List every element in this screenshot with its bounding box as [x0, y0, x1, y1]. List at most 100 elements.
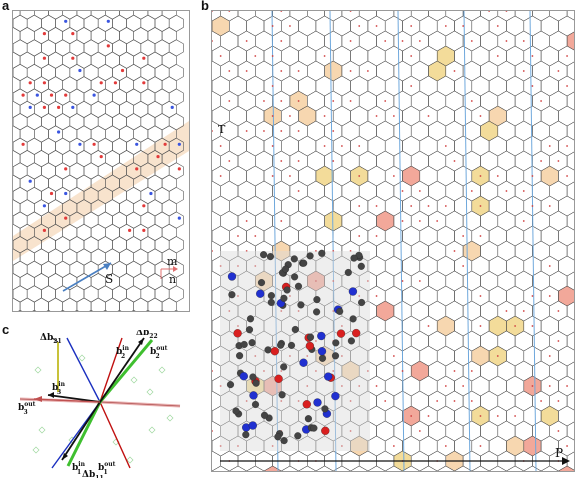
panel-label-b: b: [201, 0, 209, 13]
lattice-cell: [281, 465, 299, 471]
lattice-cell: [384, 405, 403, 427]
lattice-cell: [76, 76, 92, 94]
atom-marker: [42, 105, 47, 109]
lattice-cell: [410, 11, 429, 22]
lattice-cell: [83, 113, 99, 131]
lattice-cell: [229, 45, 247, 67]
lattice-cell: [212, 240, 221, 262]
lattice-cell: [523, 135, 542, 157]
lattice-cell: [154, 88, 170, 106]
lattice-cell: [69, 39, 85, 57]
atom-marker: [177, 142, 181, 146]
lattice-cell: [376, 60, 395, 82]
atom-marker: [64, 19, 68, 23]
lattice-cell: [154, 236, 170, 254]
lattice-cell: [410, 120, 429, 142]
atom-marker: [177, 167, 181, 171]
cell-dot: [306, 385, 309, 387]
lattice-cell: [168, 285, 184, 303]
label-s: S: [105, 272, 113, 286]
lattice-cell: [76, 297, 92, 311]
lattice-cell: [514, 270, 533, 292]
lattice-cell: [480, 30, 499, 52]
lattice-cell: [90, 273, 106, 291]
lattice-cell: [358, 90, 377, 112]
lattice-cell: [540, 225, 559, 247]
lattice-cell: [558, 315, 574, 337]
cell-dot: [479, 235, 482, 237]
cell-dot: [237, 325, 239, 327]
lattice-cell: [48, 273, 64, 291]
lattice-cell: [90, 27, 106, 45]
lattice-cell: [76, 100, 92, 118]
molecule-atom: [313, 398, 322, 407]
diamond-marker: [158, 366, 166, 374]
lattice-cell: [436, 165, 455, 187]
molecule-atom: [324, 372, 333, 381]
lattice-cell: [18, 309, 22, 311]
cell-dot: [280, 11, 283, 12]
lattice-cell: [506, 465, 525, 471]
lattice-cell: [76, 248, 92, 266]
lattice-cell: [140, 236, 156, 254]
atom-marker: [42, 204, 47, 208]
lattice-cell: [126, 63, 142, 82]
lattice-cell: [69, 14, 85, 32]
s-vector: [62, 262, 112, 292]
colored-cell: [341, 361, 360, 381]
cell-dot: [470, 400, 473, 402]
lattice-cell: [506, 15, 525, 37]
cell-dot: [531, 205, 534, 207]
lattice-cell: [367, 45, 386, 67]
cell-dot: [453, 370, 456, 372]
lattice-cell: [112, 236, 127, 254]
cell-dot: [514, 415, 517, 417]
lattice-cell: [13, 14, 28, 32]
cell-dot: [418, 220, 421, 222]
lattice-cell: [454, 135, 473, 157]
cell-dot: [557, 340, 560, 342]
blue-line-upper: [66, 337, 101, 403]
molecule-atom: [291, 325, 299, 334]
cell-dot: [219, 55, 222, 57]
lattice-cell: [13, 285, 28, 303]
colored-cell: [463, 241, 481, 261]
lattice-cell: [105, 11, 120, 20]
lattice-cell: [212, 195, 230, 217]
lattice-cell: [558, 405, 574, 427]
cell-dot: [306, 355, 309, 357]
cell-dot: [436, 400, 439, 402]
colored-cell: [567, 31, 574, 51]
molecule-atom: [349, 315, 357, 323]
lattice-cell: [62, 125, 78, 143]
lattice-cell: [105, 248, 120, 266]
cell-dot: [228, 11, 231, 12]
lattice-cell: [428, 180, 447, 202]
lattice-cell: [506, 195, 525, 217]
molecule-atom: [344, 268, 352, 277]
lattice-cell: [168, 236, 184, 254]
cell-dot: [341, 145, 343, 147]
lattice-cell: [41, 162, 56, 180]
lattice-cell: [428, 90, 447, 112]
lattice-cell: [140, 186, 156, 205]
cell-dot: [375, 25, 378, 27]
lattice-cell: [367, 435, 386, 457]
lattice-cell: [454, 45, 473, 67]
lattice-cell: [255, 210, 273, 232]
panel-c-vectors: Δb21 Δb22 bin 2 bout 2 bin 3 bout 3 bin 1 bou…: [12, 330, 192, 478]
lattice-cell: [117, 309, 122, 311]
lattice-cell: [174, 309, 179, 311]
colored-cell: [402, 166, 420, 186]
cell-dot: [349, 70, 352, 72]
lattice-cell: [480, 240, 499, 262]
lattice-cell: [48, 11, 64, 20]
cell-dot: [375, 235, 378, 237]
lattice-cell: [298, 165, 317, 187]
lattice-cell: [41, 260, 56, 278]
lattice-cell: [62, 248, 78, 266]
lattice-cell: [90, 125, 106, 143]
lattice-cell: [126, 39, 142, 57]
cell-dot: [453, 400, 456, 402]
cell-dot: [566, 385, 568, 387]
